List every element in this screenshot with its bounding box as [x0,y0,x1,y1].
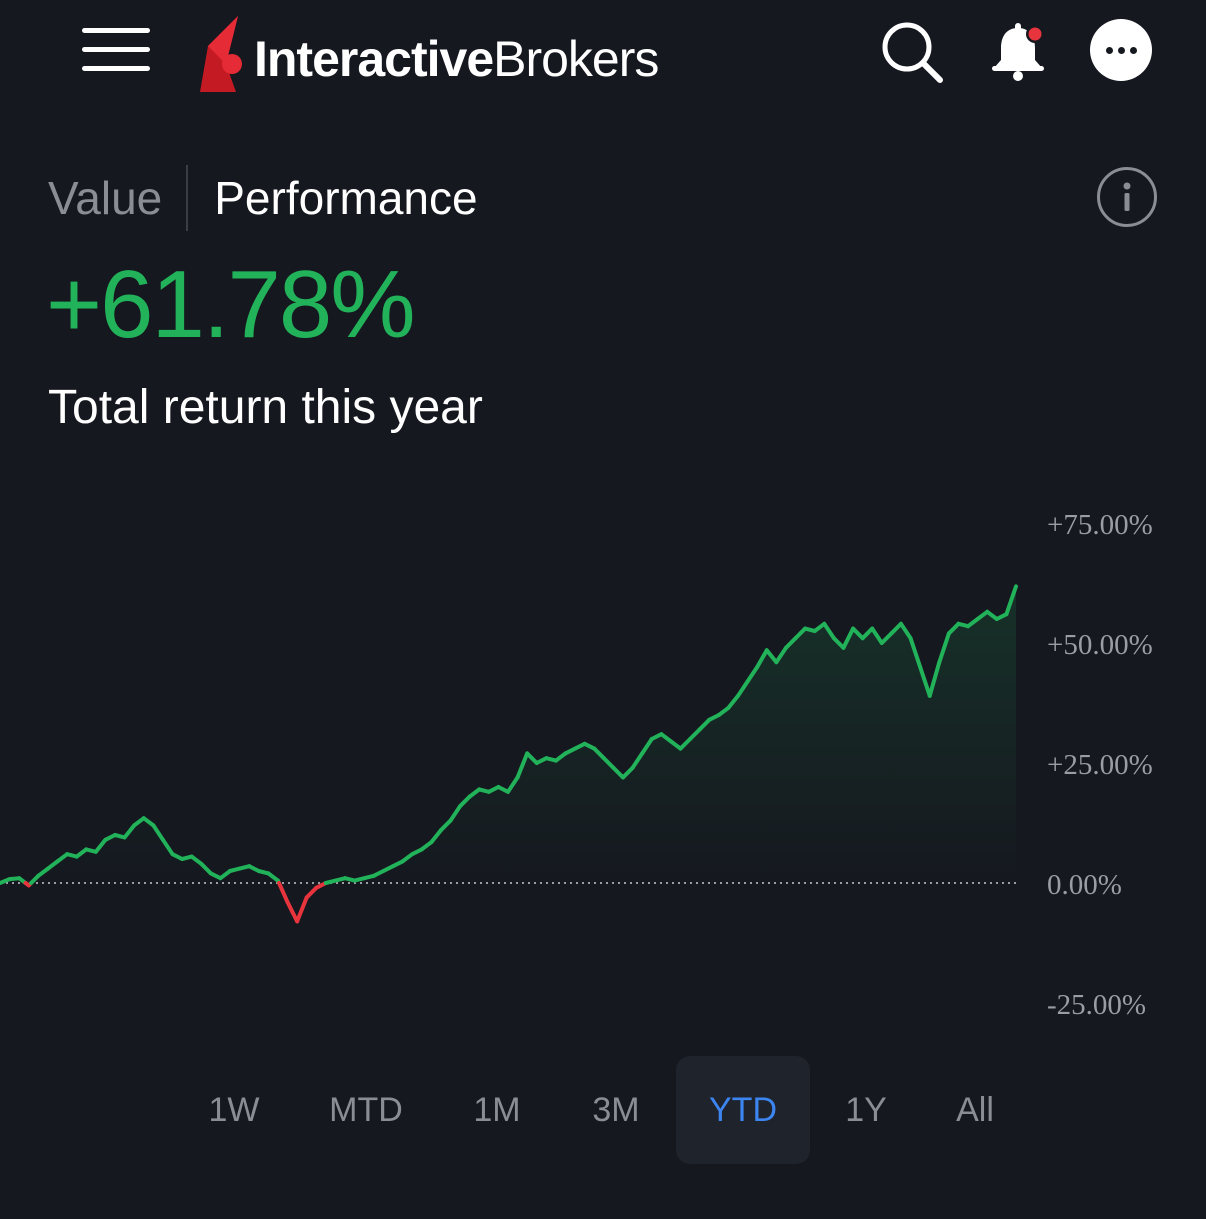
line-segment [745,665,760,684]
line-segment [918,665,932,698]
notification-dot [1028,27,1042,41]
line-segment [611,765,626,780]
logo-text-light: Brokers [493,31,659,87]
more-icon[interactable] [1090,19,1152,81]
line-segment [448,804,463,823]
range-all-button[interactable]: All [956,1090,994,1129]
line-segment [630,751,645,770]
range-1w-button[interactable]: 1W [208,1090,260,1129]
line-segment [1004,584,1018,617]
y-tick-label: 0.00% [1047,869,1122,901]
line-segment [793,626,808,641]
line-segment [774,645,788,665]
line-segment [122,823,137,840]
y-tick-label: +50.00% [1047,629,1153,661]
line-segment [783,636,798,650]
total-return-value: +61.78% [46,251,416,358]
line-segment [927,660,942,698]
line-segment [592,746,606,761]
view-toggle: Value Performance [48,164,478,232]
line-segment [429,828,443,845]
range-3m-button[interactable]: 3M [592,1090,640,1129]
line-segment [860,626,875,641]
y-tick-label: +25.00% [1047,749,1153,781]
line-segment [640,737,654,756]
line-segment [841,626,856,650]
line-segment [937,631,951,665]
line-segment [898,621,913,641]
range-ytd-button[interactable]: YTD [676,1056,810,1164]
line-segment [697,717,712,732]
total-return-caption: Total return this year [48,381,483,434]
line-segment [506,775,520,794]
line-segment [277,881,290,905]
line-segment [525,751,539,765]
y-tick-label: -25.00% [1047,989,1146,1021]
line-segment [458,794,472,809]
performance-chart: +75.00% +50.00% +25.00% 0.00% -25.00% [0,509,1153,1021]
logo-text-bold: Interactive [254,31,494,87]
menu-icon[interactable] [82,28,150,74]
range-1m-button[interactable]: 1M [473,1090,521,1129]
line-segment [93,837,108,854]
line-segment [199,861,213,876]
line-segment [151,823,165,842]
line-segment [285,900,300,924]
line-segment [764,648,779,665]
range-mtd-button[interactable]: MTD [329,1090,403,1129]
line-segment [736,679,750,698]
line-segment [295,895,309,924]
line-segment [515,751,530,780]
line-segment [908,636,923,669]
bell-icon[interactable] [988,22,1050,84]
line-segment [688,727,702,741]
line-segment [621,765,635,780]
line-segment [946,621,961,636]
info-icon[interactable] [1097,167,1157,227]
line-segment [831,636,846,650]
line-segment [601,756,616,770]
line-segment [889,621,903,636]
app-header: InteractiveBrokers [0,0,1206,130]
line-segment [870,626,884,645]
line-segment [822,621,836,641]
toggle-divider [186,165,189,231]
logo-mark-icon [200,16,242,92]
tab-performance[interactable]: Performance [214,172,478,224]
line-segment [726,693,741,710]
range-1y-button[interactable]: 1Y [845,1090,887,1129]
brand-logo: InteractiveBrokers [200,14,659,94]
y-tick-label: +75.00% [1047,509,1153,541]
line-segment [304,885,319,900]
line-segment [879,631,894,645]
chart-area-fill [0,586,1016,883]
line-segment [678,737,693,751]
line-segment [851,626,865,641]
search-icon[interactable] [880,20,944,84]
tab-value[interactable]: Value [48,172,163,224]
line-segment [160,837,175,857]
range-selector: 1W MTD 1M 3M YTD 1Y All [0,1056,1206,1164]
line-segment [755,648,769,669]
line-segment [438,818,453,833]
